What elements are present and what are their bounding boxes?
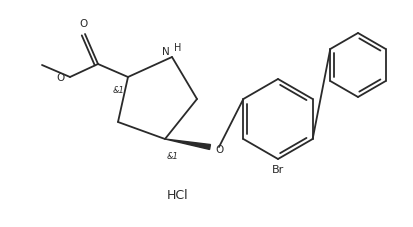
Text: &1: &1 — [167, 151, 179, 160]
Polygon shape — [165, 139, 211, 150]
Text: &1: &1 — [112, 86, 124, 95]
Text: O: O — [79, 19, 87, 29]
Text: O: O — [215, 144, 223, 154]
Text: O: O — [57, 73, 65, 83]
Text: N: N — [162, 47, 170, 57]
Text: Br: Br — [272, 164, 284, 174]
Text: H: H — [174, 43, 181, 53]
Text: HCl: HCl — [167, 189, 188, 202]
